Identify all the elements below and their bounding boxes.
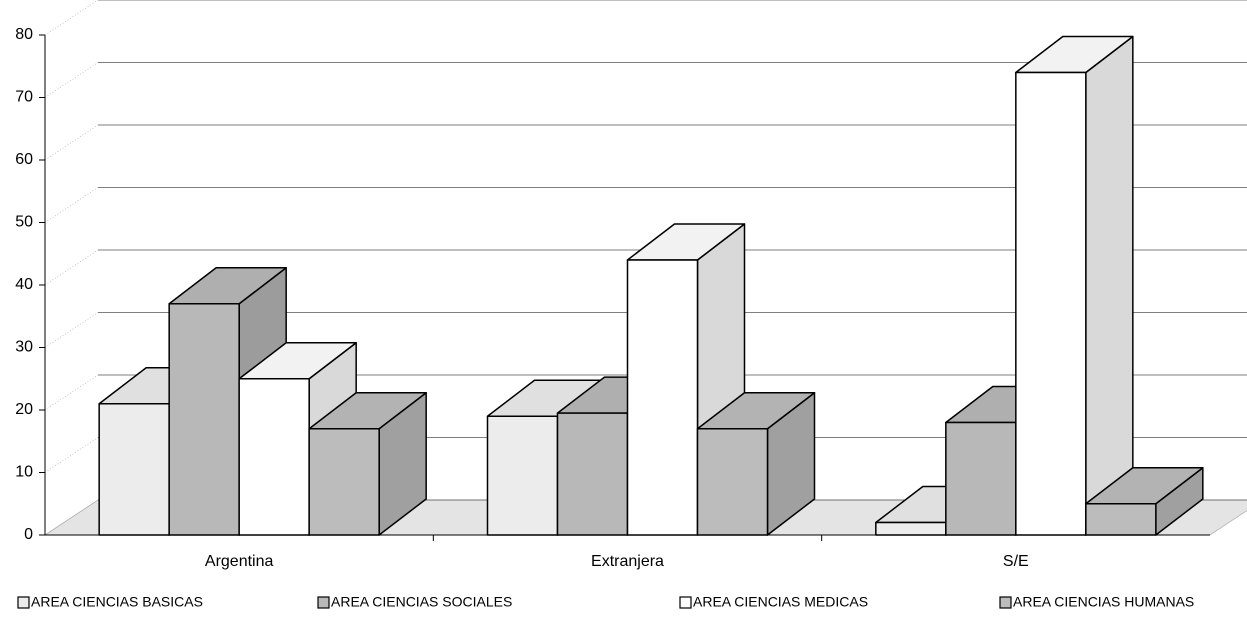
y-tick-label: 10 bbox=[15, 464, 33, 481]
legend-label: AREA CIENCIAS HUMANAS bbox=[1013, 594, 1194, 610]
bar bbox=[1085, 467, 1204, 536]
x-tick-label: Argentina bbox=[205, 553, 274, 570]
legend-swatch bbox=[999, 596, 1012, 609]
x-tick-label: S/E bbox=[1003, 553, 1029, 570]
y-tick-label: 50 bbox=[15, 214, 33, 231]
grid-line-side bbox=[44, 249, 99, 286]
y-tick-label: 80 bbox=[15, 26, 33, 43]
legend-label: AREA CIENCIAS BASICAS bbox=[31, 594, 203, 610]
grid-line-side bbox=[44, 374, 99, 411]
bar-front bbox=[168, 303, 240, 536]
legend-swatch bbox=[679, 596, 692, 609]
bar-side bbox=[1085, 35, 1134, 536]
bar-front bbox=[696, 428, 769, 536]
bar-front bbox=[486, 415, 559, 536]
grid-line-side bbox=[44, 437, 99, 473]
y-tick-label: 30 bbox=[15, 339, 33, 356]
bar bbox=[1015, 35, 1134, 536]
y-tick-label: 70 bbox=[15, 89, 33, 106]
x-tick-label: Extranjera bbox=[591, 553, 664, 570]
bar-front bbox=[98, 403, 170, 536]
legend-label: AREA CIENCIAS SOCIALES bbox=[331, 594, 512, 610]
grid-line-side bbox=[44, 124, 99, 161]
legend-swatch bbox=[317, 596, 330, 609]
bar bbox=[308, 392, 427, 536]
grid-line-side bbox=[44, 0, 99, 36]
bar-front bbox=[626, 259, 699, 536]
bar-front bbox=[1015, 71, 1087, 536]
y-tick-label: 40 bbox=[15, 276, 33, 293]
bar-front bbox=[1085, 503, 1157, 536]
y-tick-label: 60 bbox=[15, 151, 33, 168]
grid-line-side bbox=[44, 62, 99, 98]
y-tick-label: 0 bbox=[24, 526, 33, 543]
bar-front bbox=[238, 378, 310, 536]
grid-line-side bbox=[44, 187, 99, 223]
y-tick-label: 20 bbox=[15, 401, 33, 418]
bar-front bbox=[308, 428, 380, 536]
bar bbox=[696, 392, 816, 536]
bar-front bbox=[875, 521, 947, 536]
bar-front bbox=[556, 412, 629, 536]
bar-front bbox=[945, 421, 1017, 536]
legend-label: AREA CIENCIAS MEDICAS bbox=[693, 594, 868, 610]
legend-swatch bbox=[17, 596, 30, 609]
grid-line-side bbox=[44, 312, 99, 348]
